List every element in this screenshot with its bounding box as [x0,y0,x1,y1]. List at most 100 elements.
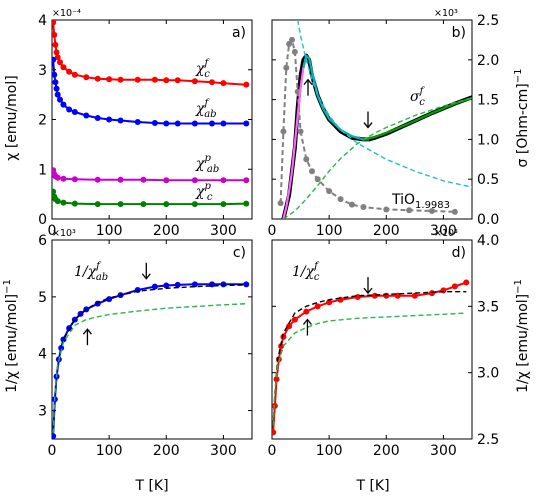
data-point [191,201,198,208]
data-point [429,208,435,215]
data-point [220,281,227,288]
panel-label: d) [452,245,466,261]
axis-multiplier: ×10³ [434,8,458,19]
data-point [52,31,58,38]
data-point [451,208,458,215]
data-point [163,201,170,208]
data-point [243,120,250,127]
data-point [66,325,73,332]
series-line-fit-black [272,291,467,426]
series-label: σf c [410,86,426,108]
data-point [71,109,78,116]
data-point [303,308,310,315]
panel-a-chi: 0 100 200 300 0 1 2 3 4 ×10⁻⁴ a) χf c χf ab χp ab χp c [38,8,253,239]
series-line-fit-low [282,55,308,219]
y-axis-label-inv-chi-right: 1/χ [emu/mol]−1 [513,279,531,393]
data-point [106,116,113,123]
inv-chi-left-main: 1/χ [emu/mol] [4,294,20,393]
data-point [94,201,101,208]
data-point [406,207,413,214]
x-tick-label: 0 [268,443,277,459]
y-tick-label: 6 [38,233,47,249]
inv-chi-right-exp: −1 [513,279,524,294]
data-point [71,176,78,183]
x-tick-label: 0 [48,223,57,239]
series-label: 1/χf ab [74,261,108,283]
data-point [151,283,158,290]
data-point [383,206,390,213]
data-point [283,64,290,71]
sigma-exp: −1 [513,69,524,84]
data-point [106,76,113,83]
data-point [360,204,367,211]
y-tick-label: 3.5 [477,299,499,315]
series-label: TiO1.9983 [391,192,450,211]
data-point [451,283,458,290]
data-point [60,64,67,71]
annotation-arrow [302,318,312,336]
series-line-dashed-cyan [297,20,472,188]
data-point [163,120,170,127]
x-tick-label: 300 [430,443,457,459]
data-point [429,290,435,297]
series-line--c-f [281,53,472,219]
y-tick-label: 2.0 [477,53,499,69]
data-point [371,292,378,299]
data-point [209,120,215,127]
data-point [54,54,61,61]
series-line-fit-green [272,312,467,426]
data-point [52,188,57,195]
y-tick-label: 1 [38,162,47,178]
series-line-1-ab-f [52,283,247,437]
panel-c-inv-chi-ab: 0 100 200 300 3 4 5 6 ×10³ c) 1/χf ab [38,228,253,459]
x-axis-label-right: T [K] [355,478,389,494]
data-point [134,76,141,83]
x-tick-label: 0 [268,223,277,239]
y-tick-label: 1.5 [477,93,499,109]
panel-label: c) [233,245,246,261]
y-tick-label: 3 [38,404,47,420]
data-point [66,68,73,75]
y-tick-label: 3.0 [477,366,499,382]
data-point [243,81,250,88]
data-point [277,200,284,207]
data-point [71,71,78,78]
x-tick-label: 100 [316,443,343,459]
series-line-1-c-f [272,281,467,433]
data-point [297,128,304,135]
x-tick-label: 200 [153,223,180,239]
x-tick-label: 200 [373,443,400,459]
y-axis-label-chi: χ [emu/mol] [4,75,20,160]
data-point [314,303,321,310]
data-point [273,376,280,383]
data-point [174,281,181,288]
x-tick-label: 0 [48,443,57,459]
data-point [209,79,215,86]
axes-frame [51,239,253,440]
data-point [60,175,67,182]
data-point [220,120,227,127]
panel-label: b) [452,25,466,41]
data-point [57,96,63,103]
y-tick-label: 2 [38,113,47,129]
data-point [349,201,355,208]
data-point [243,200,250,207]
data-point [60,199,67,206]
y-tick-label: 0 [38,212,47,228]
y-tick-label: 2.5 [477,13,499,29]
data-point [220,201,227,208]
y-tick-label: 4 [38,13,47,29]
inv-chi-left-exp: −1 [2,279,13,294]
inv-chi-right-main: 1/χ [emu/mol] [515,294,531,393]
series-line--c-p [52,191,247,206]
data-point [163,177,170,184]
series-line-fit-high [363,96,472,141]
panel-d-inv-chi-c: 0 100 200 300 2.5 3.0 3.5 4.0 ×10³ d) 1/χf c [268,228,500,459]
data-point [83,74,90,81]
data-point [220,177,227,184]
x-tick-label: 200 [153,443,180,459]
y-tick-label: 3 [38,63,47,79]
data-point [151,119,158,126]
data-point [191,281,198,288]
series-label: χp ab [195,153,219,175]
